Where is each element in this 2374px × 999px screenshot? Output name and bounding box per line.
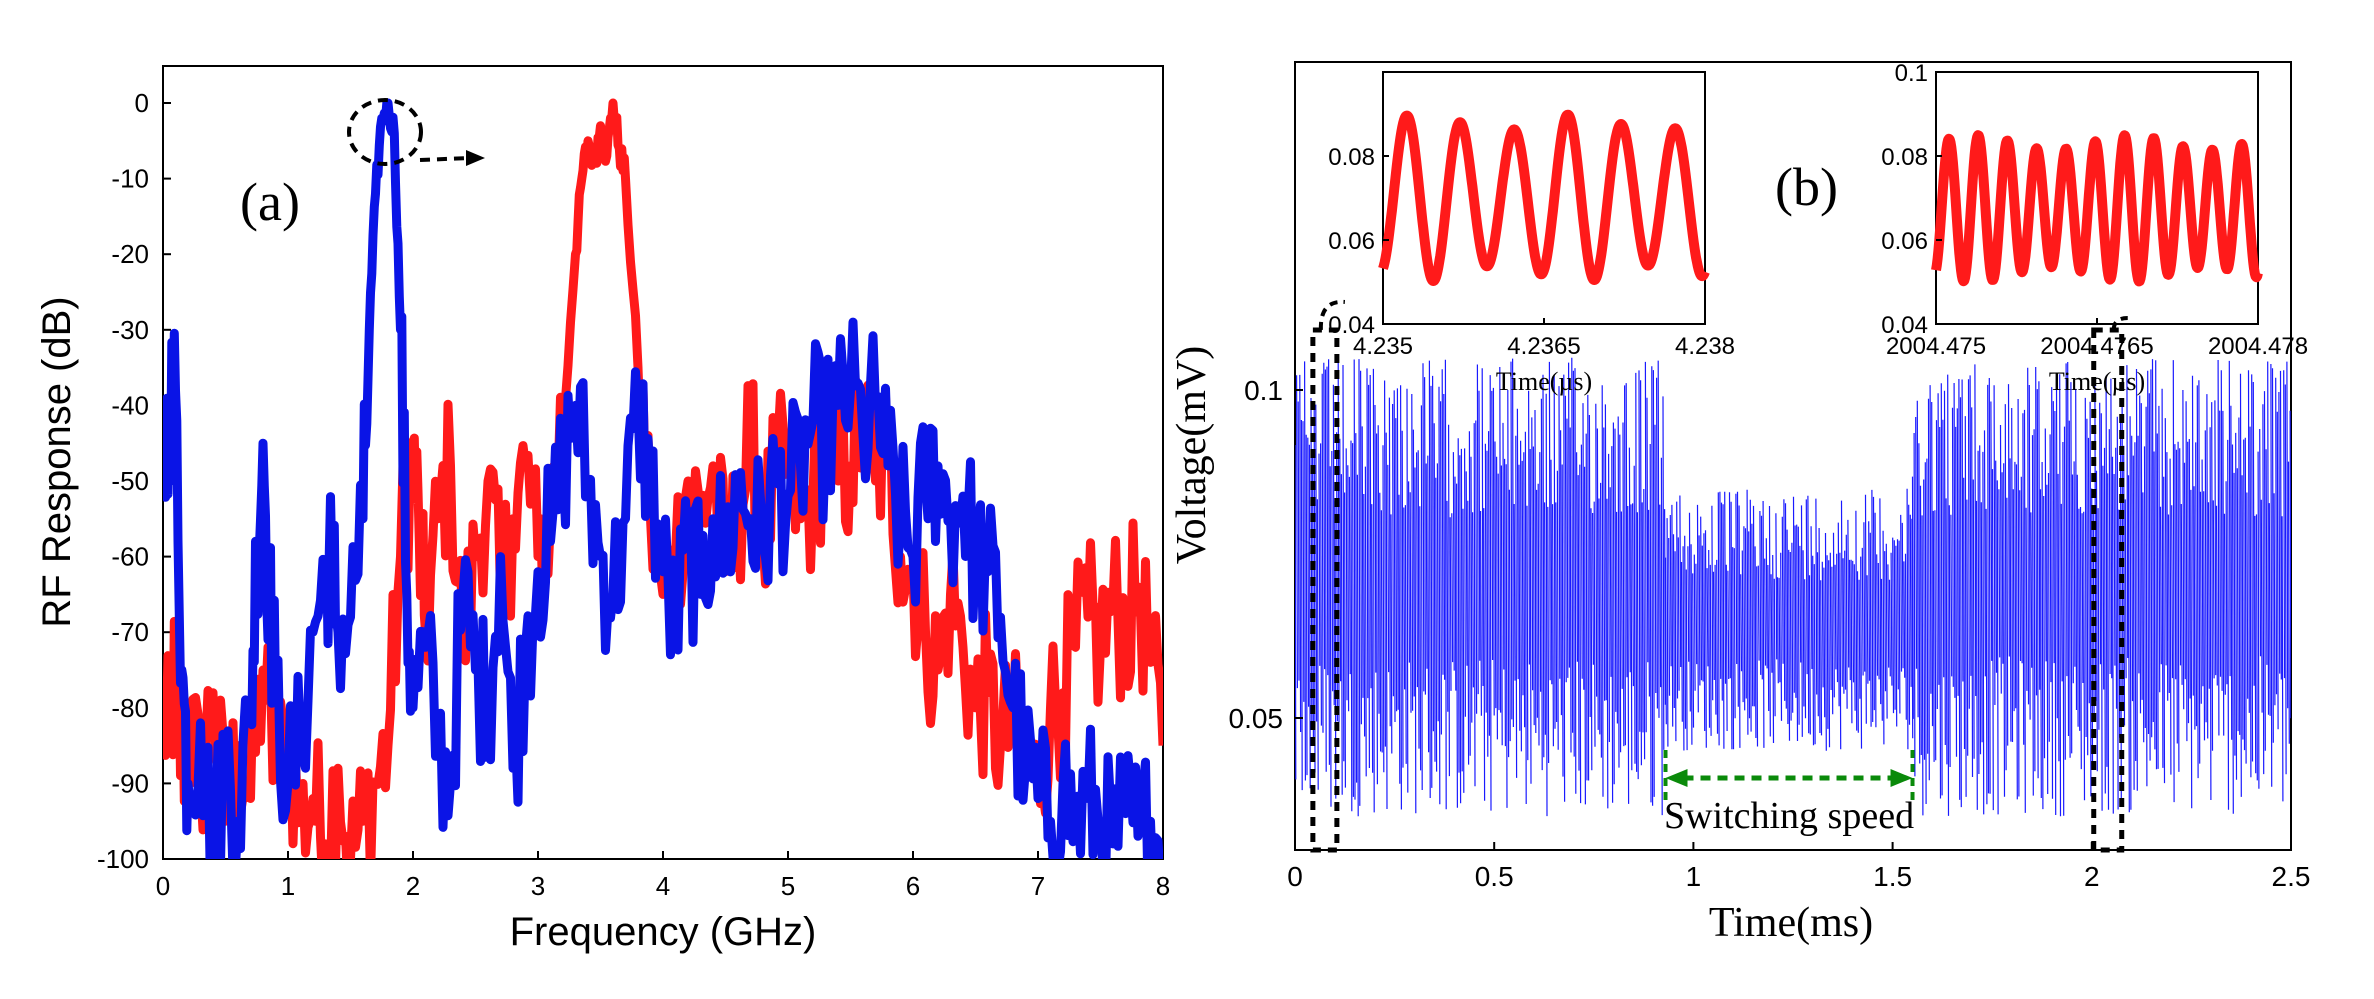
panel-b-ytick-label: 0.05 (1229, 703, 1284, 734)
panel-b-xtick-label: 2.5 (2272, 861, 2311, 892)
inset-left-connector (1318, 299, 1346, 331)
panel-b-xtick-label: 1 (1686, 861, 1702, 892)
inset-right-ytick-label: 0.04 (1881, 312, 1928, 339)
panel-a-xtick-label: 5 (781, 871, 795, 901)
panel-b-label: (b) (1775, 157, 1838, 217)
inset-right-source-box (2091, 327, 2125, 853)
panel-b-xtick-label: 2 (2084, 861, 2100, 892)
switching-speed-arrowhead-right (1890, 769, 1913, 787)
panel-b-ylabel: Voltage(mV) (1169, 346, 1215, 565)
inset-right-xtick-label: 2004.475 (1886, 333, 1986, 360)
panel-a-ytick-label: -40 (111, 390, 149, 420)
inset-left-ytick-label: 0.04 (1328, 312, 1375, 339)
panel-b-ytick-label: 0.1 (1244, 375, 1283, 406)
panel-b: 0 0.5 1 1.5 2 2.5 0.1 0.05 (b) Time(ms) Voltage… (1169, 60, 2310, 946)
switching-speed-arrowhead-left (1665, 769, 1688, 787)
inset-right: 2004.475 2004.4765 2004.478 0.1 0.08 0.06 0.04… (1881, 60, 2308, 396)
panel-a-ytick-label: -20 (111, 239, 149, 269)
panel-a-ytick-label: -60 (111, 542, 149, 572)
panel-a-xtick-label: 1 (281, 871, 295, 901)
switching-speed-annotation: Switching speed (1663, 750, 1915, 837)
peak-highlight-circle (347, 98, 423, 166)
panel-b-xtick-label: 0 (1287, 861, 1303, 892)
inset-left-xtick-label: 4.2365 (1507, 333, 1580, 360)
inset-right-xtick-label: 2004.4765 (2040, 333, 2153, 360)
inset-right-xlabel: Time(µs) (2049, 367, 2145, 396)
panel-a-xtick-label: 2 (406, 871, 420, 901)
panel-b-signal-trace (1295, 357, 2291, 817)
inset-left-xlabel: Time(µs) (1496, 367, 1592, 396)
panel-b-xtick-label: 0.5 (1475, 861, 1514, 892)
panel-a-ytick-label: -90 (111, 768, 149, 798)
panel-a-xtick-label: 3 (531, 871, 545, 901)
panel-b-xtick-label: 1.5 (1873, 861, 1912, 892)
inset-left-ytick-label: 0.08 (1328, 144, 1375, 171)
panel-a-ytick-label: -30 (111, 315, 149, 345)
panel-a-ytick-label: -50 (111, 466, 149, 496)
inset-left-waveform (1378, 109, 1710, 286)
panel-a-series-blue (163, 98, 1163, 859)
inset-right-ytick-label: 0.1 (1895, 60, 1928, 87)
panel-a-ytick-label: -100 (97, 844, 149, 874)
panel-a-xtick-label: 0 (156, 871, 170, 901)
inset-right-ytick-label: 0.08 (1881, 144, 1928, 171)
panel-a-label: (a) (240, 172, 300, 232)
panel-a-series-red (163, 98, 1163, 859)
switching-speed-label: Switching speed (1664, 795, 1914, 837)
panel-a-ytick-label: 0 (135, 88, 149, 118)
panel-a: 0 1 2 3 4 5 6 7 8 0 -10 -20 -30 -40 -50 -60 -70 -80 -90 -10… (35, 65, 1170, 954)
inset-left-xtick-label: 4.235 (1353, 333, 1413, 360)
inset-right-xtick-label: 2004.478 (2208, 333, 2308, 360)
inset-left-ytick-label: 0.06 (1328, 228, 1375, 255)
panel-a-ytick-label: -70 (111, 617, 149, 647)
peak-highlight-arrowhead (466, 150, 485, 166)
panel-a-ytick-label: -10 (111, 164, 149, 194)
panel-a-xtick-label: 6 (906, 871, 920, 901)
inset-left: 4.235 4.2365 4.238 0.08 0.06 0.04 Time(µs) (1328, 71, 1735, 396)
inset-right-ytick-label: 0.06 (1881, 228, 1928, 255)
panel-a-xtick-label: 7 (1031, 871, 1045, 901)
panel-b-xlabel: Time(ms) (1709, 900, 1873, 946)
panel-a-ytick-label: -80 (111, 693, 149, 723)
inset-right-connector (2111, 316, 2128, 331)
inset-left-xtick-label: 4.238 (1675, 333, 1735, 360)
peak-highlight-arrow (419, 156, 471, 162)
panel-a-xtick-label: 8 (1156, 871, 1170, 901)
panel-a-ylabel: RF Response (dB) (35, 296, 79, 627)
panel-a-xlabel: Frequency (GHz) (510, 910, 817, 954)
inset-right-waveform (1931, 130, 2263, 287)
panel-a-xtick-label: 4 (656, 871, 670, 901)
